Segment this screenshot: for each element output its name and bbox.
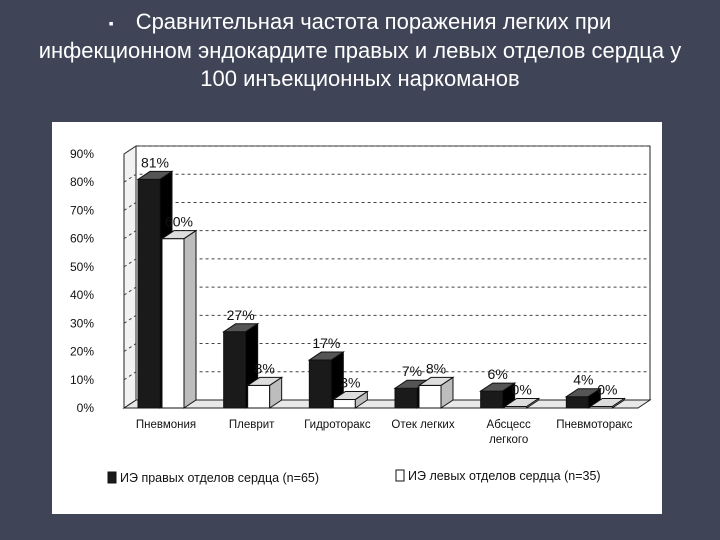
bar (565, 396, 589, 409)
legend-label-left: ИЭ левых отделов сердца (n=35) (408, 469, 601, 483)
x-tick-label: Пневмония (136, 419, 196, 431)
title-bullet: ▪ (108, 15, 114, 32)
bar (223, 331, 247, 409)
chart-panel: 0% 10% 20% 30% 40% 50% 60% 70% 80% 90% 81% 60% Пневм… (52, 122, 662, 514)
bar-side (526, 397, 540, 409)
bar (308, 359, 332, 409)
data-label: 0% (597, 382, 617, 398)
y-tick-label: 20% (70, 345, 94, 359)
data-label: 8% (426, 360, 446, 376)
x-tick-label: Пневмоторакс (556, 419, 633, 431)
data-label: 8% (255, 360, 275, 376)
bar-chart: 0% 10% 20% 30% 40% 50% 60% 70% 80% 90% 81% 60% Пневм… (70, 145, 652, 485)
y-tick-label: 60% (70, 232, 94, 246)
x-tick-label: Абсцесс (487, 419, 531, 431)
bar (137, 178, 161, 409)
bar (394, 387, 418, 409)
gridline (123, 173, 650, 183)
bar (332, 399, 356, 409)
legend-label-right: ИЭ правых отделов сердца (n=65) (120, 471, 319, 485)
x-tick-label: Плеврит (229, 419, 275, 431)
data-label: 3% (340, 375, 360, 391)
gridline (123, 201, 650, 211)
y-tick-label: 80% (70, 175, 94, 189)
plot-back-wall (135, 145, 651, 401)
gridline (123, 258, 650, 268)
x-tick-label: легкого (489, 434, 528, 446)
legend-swatch-left (395, 469, 405, 482)
gridline (123, 343, 650, 352)
legend-swatch-right (107, 471, 117, 484)
data-label: 7% (402, 363, 422, 379)
data-label: 4% (573, 372, 593, 388)
bar-side (440, 376, 454, 409)
bar (480, 390, 504, 409)
data-label: 81% (141, 154, 169, 170)
y-tick-label: 70% (70, 203, 94, 217)
gridline (123, 371, 650, 381)
plot-side-wall (123, 145, 137, 409)
gridline (123, 314, 650, 324)
bar-side (611, 397, 625, 409)
gridline (123, 286, 650, 296)
bar-side (269, 376, 283, 409)
y-tick-label: 50% (70, 260, 94, 274)
y-tick-label: 30% (70, 316, 94, 330)
data-label: 60% (165, 214, 193, 230)
x-tick-label: Отек легких (391, 419, 454, 431)
y-tick-label: 0% (77, 401, 95, 415)
data-label: 17% (312, 335, 340, 351)
data-label: 6% (488, 366, 508, 382)
gridline (123, 230, 650, 240)
bar (418, 384, 442, 409)
data-label: 0% (512, 382, 532, 398)
bar-side (354, 390, 368, 409)
gridline (123, 145, 650, 155)
bar (161, 238, 185, 409)
y-tick-label: 90% (70, 147, 94, 161)
x-tick-label: Гидроторакс (304, 419, 371, 431)
slide-title: ▪ Сравнительная частота поражения легких … (30, 8, 690, 93)
bar (247, 384, 271, 409)
y-tick-label: 40% (70, 288, 94, 302)
y-tick-label: 10% (70, 373, 94, 387)
title-text: Сравнительная частота поражения легких п… (38, 9, 682, 92)
data-label: 27% (227, 307, 255, 323)
bar-side (183, 229, 197, 409)
